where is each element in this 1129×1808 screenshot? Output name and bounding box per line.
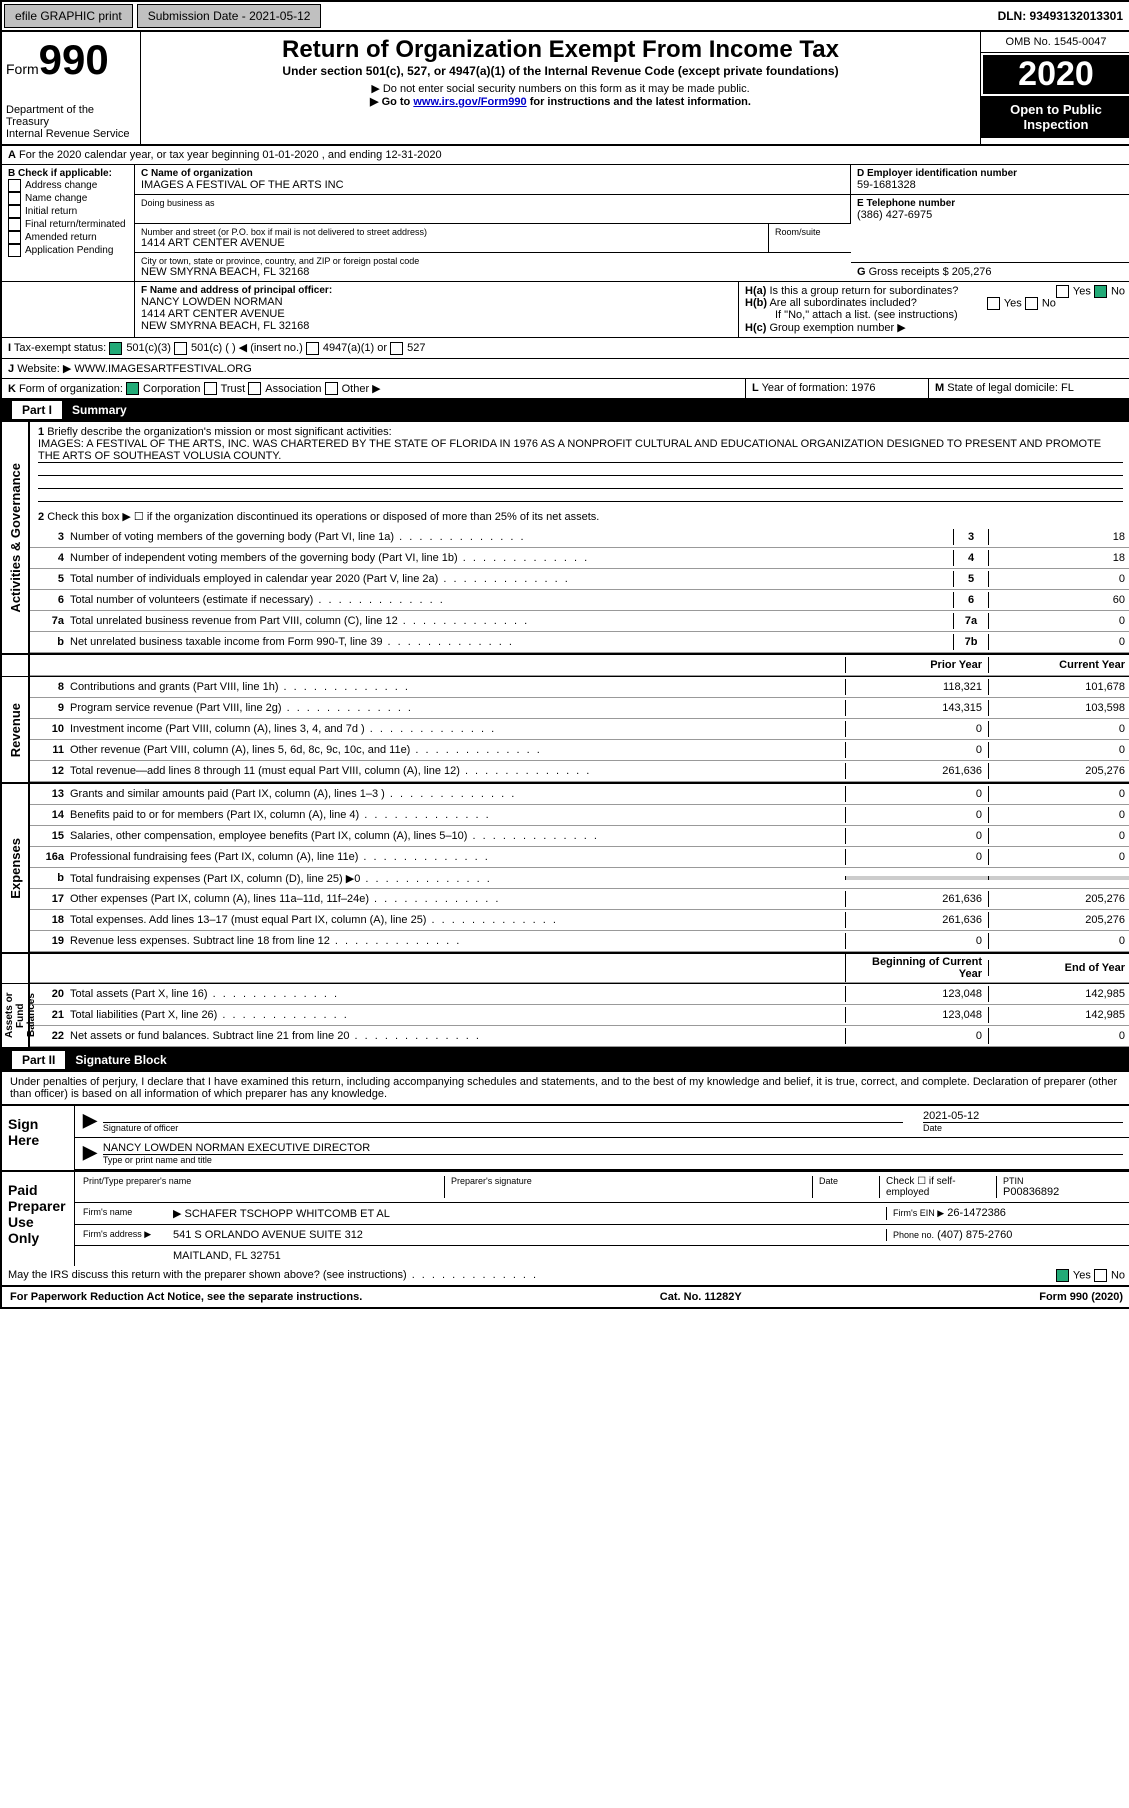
- netassets-label: Net Assets or Fund Balances: [0, 984, 39, 1047]
- revenue-label: Revenue: [6, 695, 25, 765]
- officer-sig-name: NANCY LOWDEN NORMAN EXECUTIVE DIRECTOR: [103, 1142, 1123, 1155]
- header: Form990 Department of the Treasury Inter…: [2, 32, 1129, 146]
- fh-block: F Name and address of principal officer:…: [2, 282, 1129, 338]
- form-label: Form: [6, 61, 39, 77]
- sign-here-label: Sign Here: [2, 1106, 75, 1170]
- dln: DLN: 93493132013301: [990, 5, 1129, 27]
- firm-ein: 26-1472386: [947, 1207, 1006, 1219]
- line-j: J Website: ▶ WWW.IMAGESARTFESTIVAL.ORG: [2, 359, 1129, 379]
- part-2-header: Part IISignature Block: [2, 1049, 1129, 1072]
- discuss-no[interactable]: [1094, 1269, 1107, 1282]
- website: WWW.IMAGESARTFESTIVAL.ORG: [74, 363, 251, 375]
- header-right: OMB No. 1545-0047 2020 Open to Public In…: [980, 32, 1129, 144]
- phone: (386) 427-6975: [857, 209, 1124, 221]
- line-11: 11Other revenue (Part VIII, column (A), …: [30, 740, 1129, 761]
- dept-treasury: Department of the Treasury: [6, 104, 136, 128]
- efile-print-button[interactable]: efile GRAPHIC print: [4, 4, 133, 28]
- section-b: B Check if applicable: Address changeNam…: [2, 165, 135, 281]
- section-h: H(a) Is this a group return for subordin…: [739, 282, 1129, 337]
- line-10: 10Investment income (Part VIII, column (…: [30, 719, 1129, 740]
- org-city: NEW SMYRNA BEACH, FL 32168: [141, 266, 845, 278]
- line-i: I Tax-exempt status: 501(c)(3) 501(c) ( …: [2, 338, 1129, 359]
- top-bar: efile GRAPHIC print Submission Date - 20…: [2, 2, 1129, 32]
- line-4: 4Number of independent voting members of…: [30, 548, 1129, 569]
- form-title: Return of Organization Exempt From Incom…: [145, 36, 976, 64]
- line-20: 20Total assets (Part X, line 16)123,0481…: [30, 984, 1129, 1005]
- form-version: Form 990 (2020): [1039, 1291, 1123, 1303]
- firm-name: ▶ SCHAFER TSCHOPP WHITCOMB ET AL: [173, 1207, 887, 1220]
- line-14: 14Benefits paid to or for members (Part …: [30, 805, 1129, 826]
- ptin: P00836892: [1003, 1186, 1059, 1198]
- netassets-section: Net Assets or Fund Balances 20Total asse…: [2, 984, 1129, 1049]
- omb-number: OMB No. 1545-0047: [981, 32, 1129, 53]
- form-number: 990: [39, 36, 109, 83]
- section-deg: D Employer identification number59-16813…: [851, 165, 1129, 281]
- activities-label: Activities & Governance: [6, 455, 25, 621]
- firm-phone: (407) 875-2760: [937, 1229, 1012, 1241]
- sig-declaration: Under penalties of perjury, I declare th…: [2, 1072, 1129, 1104]
- line-19: 19Revenue less expenses. Subtract line 1…: [30, 931, 1129, 952]
- line-15: 15Salaries, other compensation, employee…: [30, 826, 1129, 847]
- footer: For Paperwork Reduction Act Notice, see …: [2, 1286, 1129, 1307]
- line-12: 12Total revenue—add lines 8 through 11 (…: [30, 761, 1129, 782]
- paid-preparer-label: Paid Preparer Use Only: [2, 1172, 75, 1266]
- identity-block: B Check if applicable: Address changeNam…: [2, 165, 1129, 282]
- line-klm: K Form of organization: Corporation Trus…: [2, 379, 1129, 400]
- org-street: 1414 ART CENTER AVENUE: [141, 237, 762, 249]
- irs-link[interactable]: www.irs.gov/Form990: [413, 96, 526, 108]
- year-formation: 1976: [851, 382, 875, 394]
- discuss-row: May the IRS discuss this return with the…: [2, 1266, 1129, 1286]
- form-subtitle-2: ▶ Do not enter social security numbers o…: [145, 82, 976, 95]
- line-5: 5Total number of individuals employed in…: [30, 569, 1129, 590]
- line-17: 17Other expenses (Part IX, column (A), l…: [30, 889, 1129, 910]
- form-990-page: efile GRAPHIC print Submission Date - 20…: [0, 0, 1129, 1309]
- sig-date: 2021-05-12: [923, 1110, 1123, 1123]
- revenue-section: Revenue 8Contributions and grants (Part …: [2, 677, 1129, 784]
- line-21: 21Total liabilities (Part X, line 26)123…: [30, 1005, 1129, 1026]
- line-22: 22Net assets or fund balances. Subtract …: [30, 1026, 1129, 1047]
- line-9: 9Program service revenue (Part VIII, lin…: [30, 698, 1129, 719]
- header-mid: Return of Organization Exempt From Incom…: [141, 32, 980, 144]
- line-3: 3Number of voting members of the governi…: [30, 527, 1129, 548]
- header-left: Form990 Department of the Treasury Inter…: [2, 32, 141, 144]
- mission-text: IMAGES: A FESTIVAL OF THE ARTS, INC. WAS…: [38, 438, 1123, 463]
- open-inspection: Open to Public Inspection: [981, 96, 1129, 138]
- line-8: 8Contributions and grants (Part VIII, li…: [30, 677, 1129, 698]
- sign-here: Sign Here ▶ Signature of officer2021-05-…: [2, 1104, 1129, 1170]
- irs-label: Internal Revenue Service: [6, 128, 136, 140]
- officer-name: NANCY LOWDEN NORMAN: [141, 296, 732, 308]
- section-f: F Name and address of principal officer:…: [135, 282, 739, 337]
- paperwork-notice: For Paperwork Reduction Act Notice, see …: [10, 1291, 362, 1303]
- line-7a: 7aTotal unrelated business revenue from …: [30, 611, 1129, 632]
- line-18: 18Total expenses. Add lines 13–17 (must …: [30, 910, 1129, 931]
- ein: 59-1681328: [857, 179, 1124, 191]
- section-c: C Name of organization IMAGES A FESTIVAL…: [135, 165, 851, 281]
- netassets-header: Beginning of Current YearEnd of Year: [2, 954, 1129, 984]
- discuss-yes[interactable]: [1056, 1269, 1069, 1282]
- form-subtitle-1: Under section 501(c), 527, or 4947(a)(1)…: [145, 64, 976, 78]
- line-6: 6Total number of volunteers (estimate if…: [30, 590, 1129, 611]
- part-1-header: Part ISummary: [2, 399, 1129, 422]
- expenses-section: Expenses 13Grants and similar amounts pa…: [2, 784, 1129, 954]
- submission-date: Submission Date - 2021-05-12: [137, 4, 322, 28]
- line-13: 13Grants and similar amounts paid (Part …: [30, 784, 1129, 805]
- line-a: A For the 2020 calendar year, or tax yea…: [2, 146, 1129, 165]
- line-b: bTotal fundraising expenses (Part IX, co…: [30, 868, 1129, 889]
- prior-current-header: Prior YearCurrent Year: [2, 655, 1129, 677]
- activities-governance: Activities & Governance 1 Briefly descri…: [2, 422, 1129, 655]
- line-16a: 16aProfessional fundraising fees (Part I…: [30, 847, 1129, 868]
- cat-no: Cat. No. 11282Y: [660, 1291, 742, 1303]
- gross-receipts: 205,276: [952, 266, 992, 278]
- expenses-label: Expenses: [6, 830, 25, 907]
- line-b: bNet unrelated business taxable income f…: [30, 632, 1129, 653]
- 501c3-checkbox[interactable]: [109, 342, 122, 355]
- org-name: IMAGES A FESTIVAL OF THE ARTS INC: [141, 179, 844, 191]
- domicile-state: FL: [1061, 382, 1074, 394]
- tax-year: 2020: [983, 55, 1129, 94]
- form-subtitle-3: ▶ Go to www.irs.gov/Form990 for instruct…: [145, 95, 976, 108]
- paid-preparer: Paid Preparer Use Only Print/Type prepar…: [2, 1170, 1129, 1266]
